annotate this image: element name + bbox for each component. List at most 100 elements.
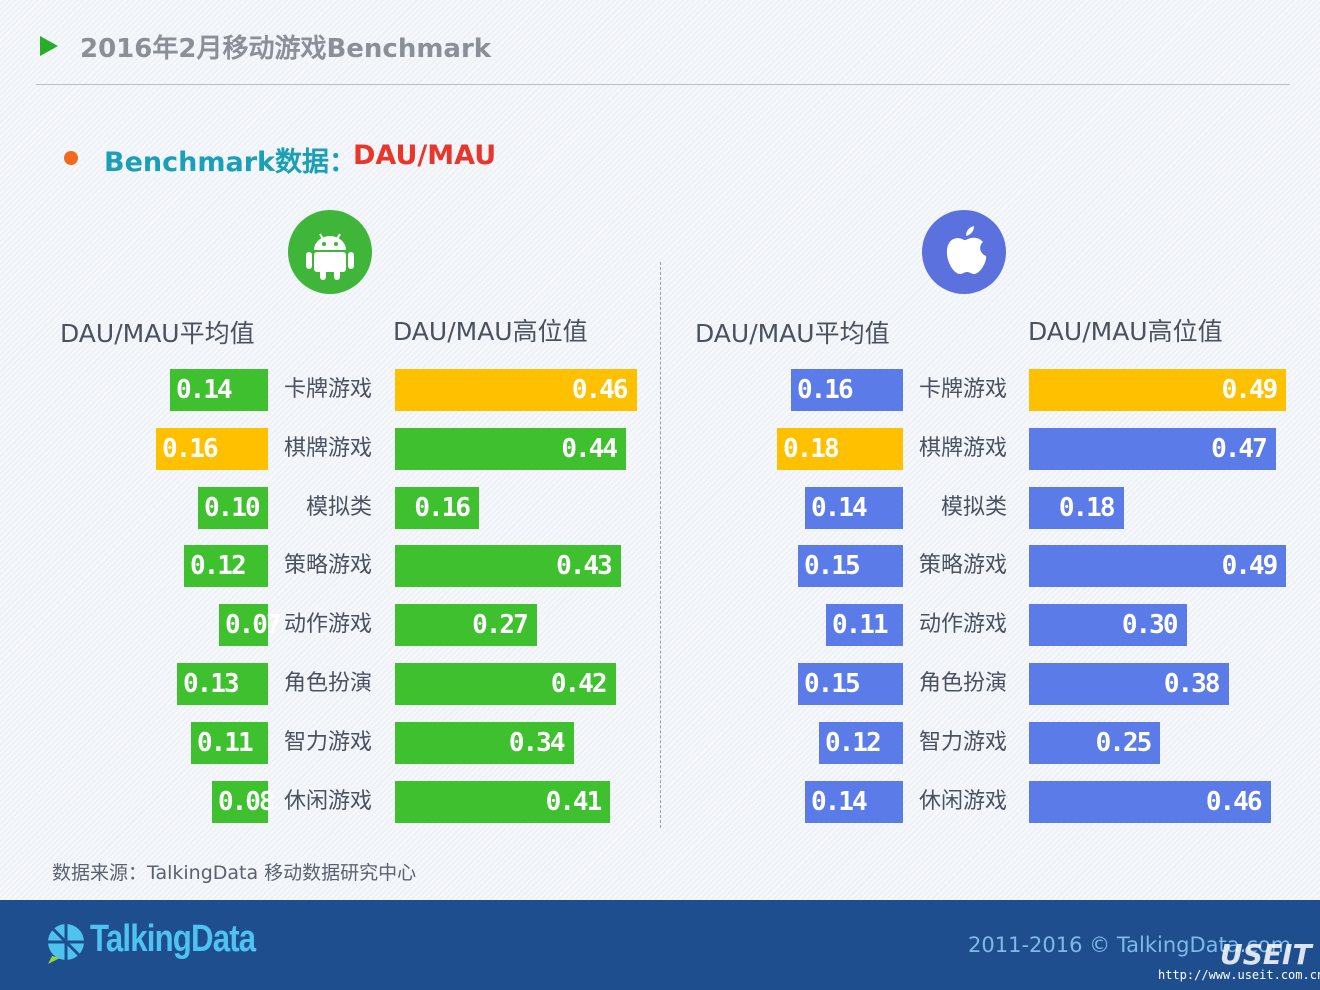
benchmark-chart: DAU/MAU平均值 DAU/MAU高位值 DAU/MAU平均值 DAU/MAU… [60,210,1287,828]
android-avg-bar: 0.11 [191,721,268,764]
ios-high-bar: 0.30 [1029,604,1187,647]
ios-avg-bar: 0.14 [805,486,903,529]
ios-category-label: 角色扮演 [918,671,1007,696]
android-category-label: 角色扮演 [283,671,372,696]
bullet-dot-icon [64,151,78,165]
ios-avg-value-label: 0.12 [825,727,882,758]
watermark-url: http://www.useit.com.cn [1158,968,1320,982]
ios-avg-value-label: 0.18 [783,433,840,464]
ios-category-label: 策略游戏 [918,553,1007,579]
android-high-value-label: 0.41 [545,786,603,817]
ios-avg-bar: 0.15 [798,545,903,588]
ios-high-value-label: 0.49 [1221,375,1279,405]
footer: TalkingData 2011-2016 © TalkingData.com … [0,900,1320,990]
android-icon [288,210,372,294]
android-avg-value-label: 0.07 [225,610,282,641]
ios-category-label: 棋牌游戏 [918,435,1007,461]
subhead-label: Benchmark数据： [104,147,356,178]
android-avg-header: DAU/MAU平均值 [60,319,255,348]
android-high-value-label: 0.46 [571,375,629,405]
ios-avg-value-label: 0.11 [832,610,889,641]
ios-high-value-label: 0.25 [1095,727,1153,758]
android-avg-bar: 0.13 [177,663,268,705]
ios-high-bar: 0.49 [1029,545,1287,588]
ios-avg-bar: 0.14 [805,780,903,823]
talkingdata-logo-text: TalkingData [90,918,256,960]
ios-high-value-label: 0.47 [1211,433,1268,464]
ios-high-bar: 0.47 [1029,427,1276,470]
android-high-header: DAU/MAU高位值 [393,317,588,346]
android-high-bar: 0.46 [395,369,637,411]
android-avg-value-label: 0.11 [197,727,254,758]
ios-high-bar: 0.18 [1029,486,1124,529]
android-high-value-label: 0.34 [508,727,566,758]
android-high-bar: 0.43 [395,545,621,588]
android-high-bar: 0.41 [395,780,611,823]
android-avg-bar: 0.14 [170,369,268,411]
ios-category-label: 休闲游戏 [918,788,1007,814]
android-high-bar: 0.16 [395,486,479,529]
apple-icon [922,210,1006,294]
ios-high-value-label: 0.30 [1121,610,1179,641]
android-avg-value-label: 0.13 [183,669,240,699]
android-high-value-label: 0.43 [556,551,613,582]
ios-avg-bar: 0.15 [798,663,903,705]
ios-avg-header: DAU/MAU平均值 [695,319,890,348]
android-category-label: 模拟类 [305,494,372,520]
ios-category-label: 模拟类 [940,494,1007,520]
ios-avg-value-label: 0.15 [804,669,861,699]
ios-category-label: 卡牌游戏 [918,377,1007,402]
android-high-value-label: 0.16 [414,492,471,523]
ios-category-label: 智力游戏 [918,729,1007,755]
ios-avg-value-label: 0.14 [811,492,868,523]
android-avg-bar: 0.12 [184,545,268,588]
android-high-bar: 0.34 [395,721,574,764]
android-avg-value-label: 0.08 [218,786,275,817]
android-high-bar: 0.44 [395,427,626,470]
android-avg-value-label: 0.14 [176,375,233,405]
play-triangle-icon [40,36,58,56]
ios-category-label: 动作游戏 [918,612,1007,638]
android-category-label: 休闲游戏 [283,788,372,814]
header-divider [36,84,1290,85]
ios-high-value-label: 0.46 [1205,786,1263,817]
page-title: 2016年2月移动游戏Benchmark [80,34,492,64]
ios-avg-bar: 0.18 [777,427,903,470]
ios-avg-value-label: 0.14 [811,786,868,817]
watermark: USEIT [1220,938,1312,971]
subhead-metric: DAU/MAU [353,140,497,171]
android-high-bar: 0.42 [395,663,616,705]
android-avg-bar: 0.08 [212,780,275,823]
android-avg-bar: 0.16 [156,427,268,470]
platform-divider [660,262,661,828]
android-category-label: 卡牌游戏 [283,377,372,402]
ios-high-value-label: 0.49 [1221,551,1279,582]
ios-high-bar: 0.38 [1029,663,1229,705]
android-avg-bar: 0.10 [198,486,268,529]
android-high-value-label: 0.44 [561,433,618,464]
ios-high-value-label: 0.18 [1058,492,1116,523]
ios-avg-value-label: 0.15 [804,551,861,582]
copyright: 2011-2016 © TalkingData.com [968,933,1292,957]
ios-avg-value-label: 0.16 [797,375,854,405]
android-avg-bar: 0.07 [219,604,282,647]
ios-high-header: DAU/MAU高位值 [1028,317,1223,346]
android-category-label: 策略游戏 [283,553,372,579]
android-category-label: 动作游戏 [283,612,372,638]
ios-high-bar: 0.46 [1029,780,1271,823]
ios-high-bar: 0.49 [1029,369,1287,411]
ios-avg-bar: 0.11 [826,604,903,647]
android-avg-value-label: 0.12 [190,551,247,582]
android-high-value-label: 0.42 [550,669,608,699]
header: 2016年2月移动游戏Benchmark [0,0,1320,90]
android-high-bar: 0.27 [395,604,537,647]
android-category-label: 智力游戏 [283,729,372,755]
data-source-note: 数据来源：TalkingData 移动数据研究中心 [52,862,417,884]
ios-high-bar: 0.25 [1029,721,1161,764]
ios-avg-bar: 0.12 [819,721,903,764]
talkingdata-logo-icon [44,922,88,966]
android-high-value-label: 0.27 [472,610,529,641]
android-avg-value-label: 0.10 [204,492,261,523]
android-avg-value-label: 0.16 [162,433,219,464]
android-category-label: 棋牌游戏 [283,435,372,461]
